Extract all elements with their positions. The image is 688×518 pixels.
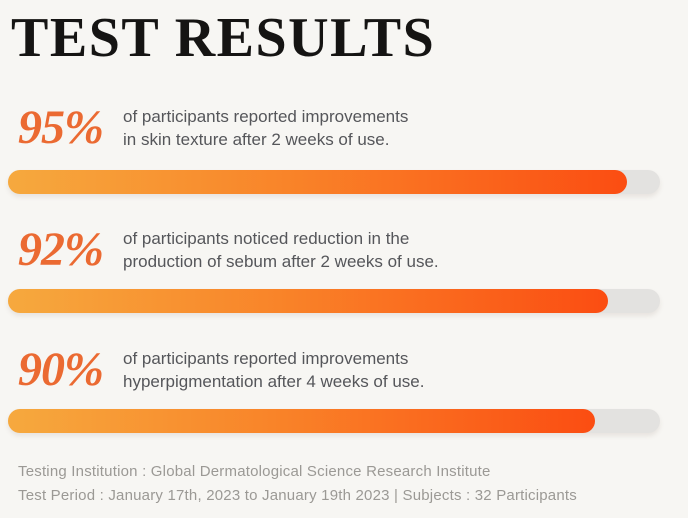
progress-bar-track — [8, 170, 660, 194]
stat-description: of participants noticed reduction in the… — [123, 227, 439, 273]
progress-bar-fill — [8, 289, 608, 313]
footer: Testing Institution : Global Dermatologi… — [18, 460, 577, 508]
stat-description-line1: of participants reported improvements — [123, 107, 409, 126]
footer-institution: Testing Institution : Global Dermatologi… — [18, 463, 491, 480]
progress-bar-track — [8, 289, 660, 313]
percent-value: 95% — [18, 101, 104, 154]
stat-description: of participants reported improvements in… — [123, 105, 408, 151]
stat-description-line1: of participants reported improvements — [123, 349, 409, 368]
stat-description: of participants reported improvements hy… — [123, 347, 424, 393]
percent-value: 90% — [18, 343, 104, 396]
page-title: TEST RESULTS — [11, 7, 436, 69]
footer-test-period: Test Period : January 17th, 2023 to Janu… — [18, 487, 577, 504]
stat-description-line2: hyperpigmentation after 4 weeks of use. — [123, 372, 425, 391]
progress-bar-fill — [8, 170, 628, 194]
stat-description-line2: in skin texture after 2 weeks of use. — [123, 130, 390, 149]
progress-bar-track — [8, 409, 660, 433]
percent-value: 92% — [18, 223, 104, 276]
progress-bar-fill — [8, 409, 595, 433]
stat-description-line1: of participants noticed reduction in the — [123, 229, 410, 248]
stat-description-line2: production of sebum after 2 weeks of use… — [123, 252, 439, 271]
